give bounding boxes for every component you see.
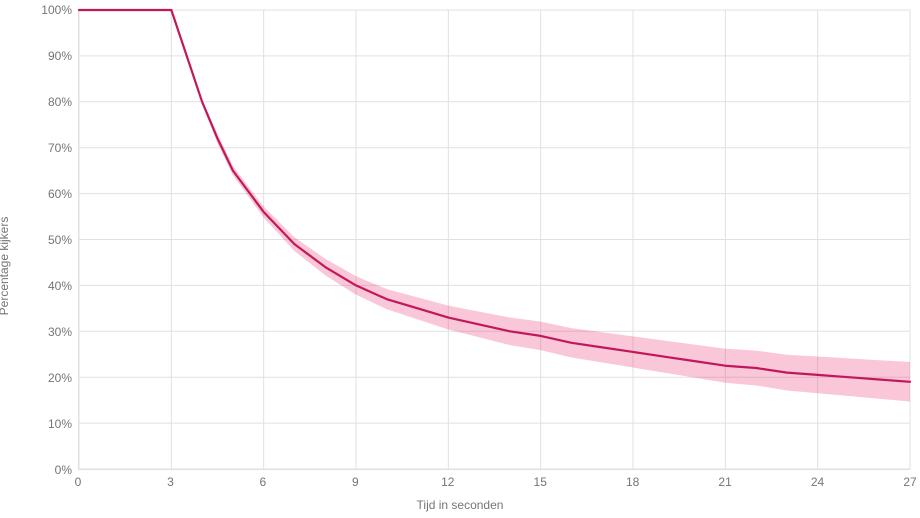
x-tick-label: 15 [534,475,547,489]
y-tick-label: 50% [12,233,72,247]
y-tick-label: 10% [12,417,72,431]
y-tick-label: 40% [12,279,72,293]
y-axis-title: Percentage kijkers [0,217,11,316]
x-tick-label: 6 [260,475,267,489]
y-tick-label: 100% [12,3,72,17]
y-tick-label: 90% [12,49,72,63]
x-tick-label: 21 [718,475,731,489]
retention-chart: Percentage kijkers Tijd in seconden 0% 10… [0,0,920,518]
x-tick-label: 27 [903,475,916,489]
y-tick-label: 70% [12,141,72,155]
x-tick-label: 24 [811,475,824,489]
x-tick-label: 0 [75,475,82,489]
x-tick-label: 9 [352,475,359,489]
y-tick-label: 30% [12,325,72,339]
y-tick-label: 60% [12,187,72,201]
chart-svg [79,10,910,469]
y-tick-label: 0% [12,463,72,477]
x-tick-label: 12 [441,475,454,489]
plot-area [78,10,910,470]
x-axis-title: Tijd in seconden [0,498,920,512]
x-tick-label: 18 [626,475,639,489]
y-tick-label: 20% [12,371,72,385]
x-tick-label: 3 [167,475,174,489]
y-tick-label: 80% [12,95,72,109]
